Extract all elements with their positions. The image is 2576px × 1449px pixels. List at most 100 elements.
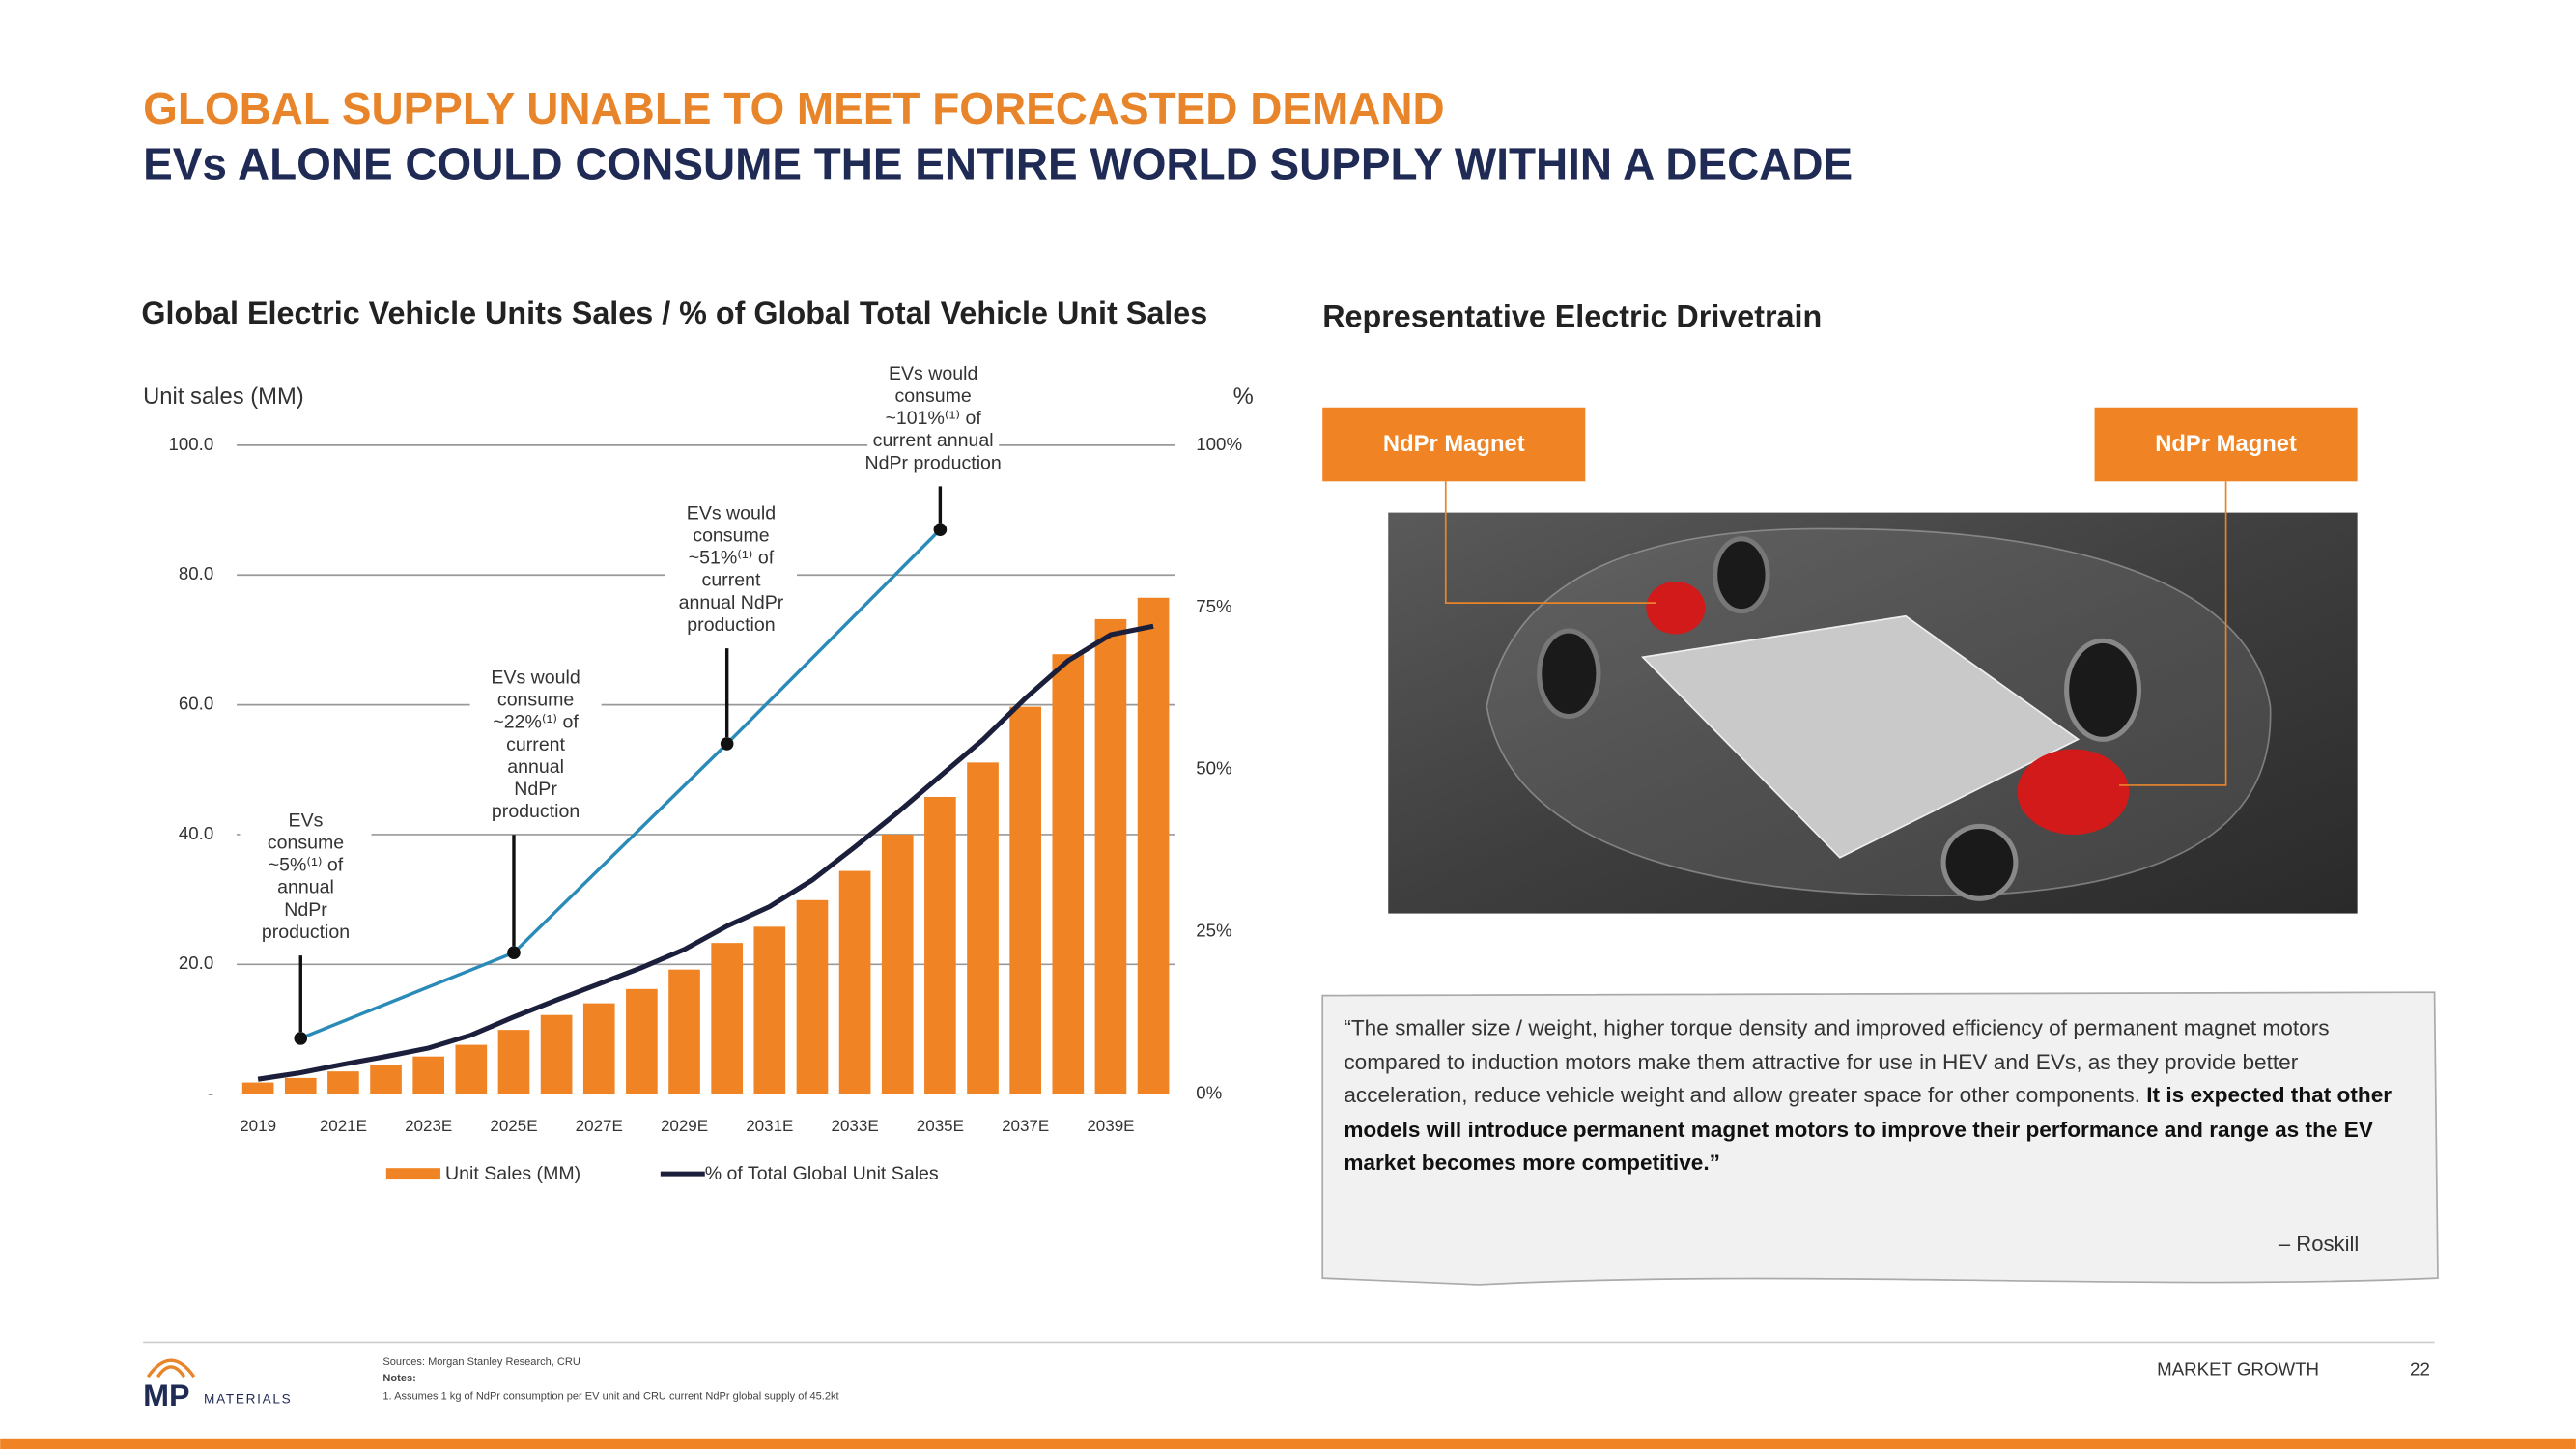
annotation-line: production <box>687 614 775 636</box>
logo: MP <box>143 1378 189 1413</box>
x-tick-label: 2029E <box>661 1117 708 1135</box>
quote-box-text: “The smaller size / weight, higher torqu… <box>1344 1012 2415 1180</box>
annotation: EVs consume ~5%⁽¹⁾ of annual NdPr production <box>262 810 350 944</box>
annotation-line: current <box>702 570 761 591</box>
annotation-bg <box>665 500 797 639</box>
logo-mark <box>146 1358 196 1378</box>
magnet-motor <box>2017 749 2130 835</box>
wheel <box>1940 823 2019 901</box>
x-tick-label: 2025E <box>490 1117 537 1135</box>
callout-box <box>1322 407 1586 482</box>
y-axis-label: Unit sales (MM) <box>143 384 304 410</box>
x-tick-label: 2031E <box>746 1117 793 1135</box>
slide-subtitle: EVs ALONE COULD CONSUME THE ENTIRE WORLD… <box>143 139 1853 189</box>
plot: - 20.0 40.0 60.0 80.0 100.0 0% 25% 50% 75% 100% EVs… <box>168 361 1242 1184</box>
bar <box>241 1082 274 1094</box>
callout-label: NdPr Magnet <box>2155 431 2297 457</box>
bar <box>838 870 871 1094</box>
bar <box>412 1056 445 1094</box>
callout-line <box>1444 481 1656 604</box>
wheel <box>2064 638 2142 742</box>
annotation-line: ~5%⁽¹⁾ of <box>269 855 344 876</box>
annotation-line: annual <box>277 877 334 898</box>
slide-title: GLOBAL SUPPLY UNABLE TO MEET FORECASTED … <box>143 83 1445 133</box>
bar <box>753 926 786 1094</box>
annotation-line: NdPr <box>514 779 557 800</box>
x-tick-label: 2035E <box>917 1117 964 1135</box>
point <box>933 523 948 537</box>
annotation-line: consume <box>894 385 971 407</box>
quote-box <box>1321 991 2439 1286</box>
bar <box>1009 706 1041 1094</box>
y2-tick-label: 75% <box>1196 596 1231 616</box>
annotation-line: current <box>506 734 565 755</box>
annotation: EVs would consume ~22%⁽¹⁾ of current annual N… <box>491 668 580 823</box>
wheel <box>1713 536 1770 614</box>
quote-emphasis: It is expected that other models will in… <box>1344 1082 2392 1175</box>
logo-sub: MATERIALS <box>204 1392 292 1406</box>
bar <box>1094 618 1127 1094</box>
annotation-bg <box>867 361 1000 477</box>
notes-title: Notes: <box>382 1373 415 1384</box>
line <box>257 623 1154 1082</box>
y-tick-label: 40.0 <box>179 823 213 843</box>
battery-pack <box>1641 614 2081 859</box>
point <box>720 737 734 751</box>
magnet-motor <box>1646 582 1706 635</box>
line <box>299 528 942 1040</box>
annotation-line: current annual <box>873 430 994 451</box>
bar <box>582 1003 615 1094</box>
annotation-line: ~101%⁽¹⁾ of <box>886 408 982 429</box>
bar <box>626 988 658 1094</box>
annotation-line: EVs <box>289 810 324 832</box>
x-tick-label: 2021E <box>320 1117 367 1135</box>
bar <box>1052 654 1085 1094</box>
annotation-line: NdPr production <box>865 452 1002 473</box>
chart-title-box: Global Electric Vehicle Units Sales / % … <box>141 298 1207 332</box>
y2-tick-label: 25% <box>1196 921 1231 941</box>
bar <box>327 1071 359 1094</box>
y2-axis-label: % <box>1233 384 1254 410</box>
quote-text: “The smaller size / weight, higher torqu… <box>1344 1015 2330 1108</box>
quote: “The smaller size / weight, higher torqu… <box>1344 1012 2415 1180</box>
point <box>294 1032 308 1045</box>
annotation-line: consume <box>268 833 344 854</box>
y2-tick-label: 100% <box>1196 434 1242 454</box>
bar <box>455 1044 488 1094</box>
y-tick-label: 80.0 <box>179 563 213 583</box>
legend-label: % of Total Global Unit Sales <box>705 1163 939 1184</box>
y2-tick-label: 50% <box>1196 758 1231 779</box>
y2-tick-label: 0% <box>1196 1083 1222 1103</box>
diagram-title: Representative Electric Drivetrain <box>1322 298 1822 333</box>
quote-author: – Roskill <box>2279 1232 2360 1256</box>
y-tick-label: 20.0 <box>179 952 213 973</box>
x-tick-label: 2039E <box>1087 1117 1134 1135</box>
wheel <box>1537 628 1601 720</box>
annotation-line: EVs would <box>889 363 977 384</box>
legend-swatch <box>385 1168 440 1180</box>
annotation-line: production <box>262 922 350 943</box>
bar <box>967 762 999 1094</box>
x-tick-label: 2033E <box>832 1117 879 1135</box>
point <box>507 946 521 960</box>
legend-label: Unit Sales (MM) <box>445 1163 580 1184</box>
x-tick-label: 2023E <box>405 1117 452 1135</box>
annotation-line: annual NdPr <box>679 592 784 613</box>
annotation: EVs would consume ~101%⁽¹⁾ of current annua… <box>865 363 1002 474</box>
annotation: EVs would consume ~51%⁽¹⁾ of current annual … <box>679 502 784 636</box>
annotation-line: annual <box>507 756 564 778</box>
bar <box>924 796 956 1094</box>
bar <box>540 1014 573 1094</box>
bar <box>881 834 914 1094</box>
bar <box>796 899 829 1094</box>
sources: Sources: Morgan Stanley Research, CRU <box>382 1356 580 1368</box>
bar <box>370 1065 402 1094</box>
bar <box>1137 597 1170 1094</box>
annotation-line: NdPr <box>284 899 327 921</box>
callout-box <box>2094 407 2358 482</box>
annotation-line: consume <box>693 526 769 547</box>
annotation-bg <box>469 665 602 826</box>
annotation-line: consume <box>497 690 574 711</box>
